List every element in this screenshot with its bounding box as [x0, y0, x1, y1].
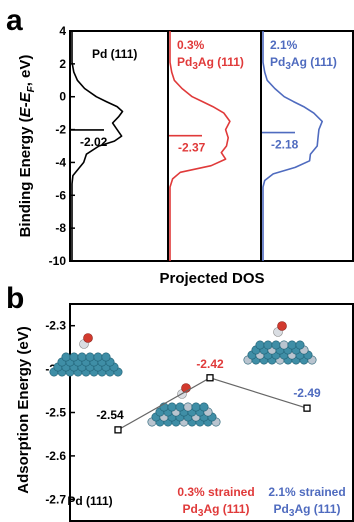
slab-atom: [263, 340, 273, 350]
category-label-line2-3: Pd3Ag (111): [274, 502, 341, 519]
slab-atom: [199, 402, 209, 412]
slab-atom: [295, 340, 305, 350]
panel-a-y-axis-label: Binding Energy (E-EF, eV): [17, 55, 37, 238]
panel-a-y-tick-label: -2: [55, 123, 66, 137]
panel-a-y-tick-label: -10: [49, 254, 67, 268]
panel-a-y-tick-label: 2: [59, 57, 66, 71]
panel-b: -2.3-2.4-2.5-2.6-2.7 Adsorption Energy (…: [15, 303, 354, 522]
adsorption-energy-label-3: -2.49: [293, 386, 321, 400]
slab-atom: [61, 352, 71, 362]
panel-a-x-axis-label: Projected DOS: [159, 270, 264, 287]
adsorption-energy-point-3: [303, 404, 311, 412]
slab-atom: [69, 352, 79, 362]
dos-curve-3: [262, 31, 323, 261]
strained-03-structure-image: [147, 383, 221, 427]
category-label-1: Pd (111): [67, 494, 112, 508]
panel-b-y-axis-label: Adsorption Energy (eV): [15, 326, 32, 494]
adsorption-energy-point-1: [114, 426, 122, 434]
slab-atom: [287, 340, 297, 350]
panel-b-y-tick-label: -2.3: [45, 319, 66, 333]
dos-curve-2: [169, 31, 231, 261]
panel-a-y-axis: 4 2 0 -2 -4 -6 -8 -10: [49, 24, 75, 268]
panel-a: 4 2 0 -2 -4 -6 -8 -10 -2.02 -2.37 -2.18 Pd (111) 0…: [17, 24, 354, 287]
panel-a-y-tick-label: 0: [59, 90, 66, 104]
panel-a-y-tick-label: 4: [59, 24, 66, 38]
pd111-structure-image: [49, 333, 123, 377]
slab-atom: [279, 340, 289, 350]
panel-a-panel-labels: Pd (111) 0.3% Pd3Ag (111) 2.1% Pd3Ag (111): [92, 38, 337, 72]
panel-b-energy-line: -2.54 -2.42 -2.49: [96, 357, 321, 434]
dos-panel-label-line2-3: Pd3Ag (111): [270, 55, 337, 72]
adsorption-energy-label-1: -2.54: [96, 408, 124, 422]
slab-atom: [77, 352, 87, 362]
slab-atom: [101, 352, 111, 362]
panel-b-category-labels: Pd (111) 0.3% strained Pd3Ag (111) 2.1% str…: [67, 485, 345, 519]
slab-atom: [191, 402, 201, 412]
adsorbate-oxygen-atom: [83, 333, 93, 343]
slab-atom: [183, 402, 193, 412]
slab-atom: [175, 402, 185, 412]
category-label-line1-2: 0.3% strained: [177, 485, 254, 499]
panel-a-dos-curves: -2.02 -2.37 -2.18: [71, 31, 323, 261]
dos-panel-label-line1-3: 2.1%: [270, 38, 298, 52]
adsorbate-oxygen-atom: [277, 321, 287, 331]
panel-b-y-tick-label: -2.7: [45, 492, 66, 506]
dos-curve-1: [71, 31, 124, 261]
dos-panel-label-line2-2: Pd3Ag (111): [177, 55, 244, 72]
panel-letter-b: b: [6, 282, 24, 315]
d-band-center-label-2: -2.37: [178, 141, 206, 155]
slab-atom: [93, 352, 103, 362]
adsorption-energy-point-2: [206, 374, 214, 382]
panel-b-y-tick-label: -2.6: [45, 449, 66, 463]
strained-21-structure-image: [243, 321, 317, 365]
slab-atom: [85, 352, 95, 362]
d-band-center-label-3: -2.18: [271, 138, 299, 152]
category-label-line1-3: 2.1% strained: [268, 485, 345, 499]
panel-a-y-tick-label: -8: [55, 221, 66, 235]
slab-atom: [271, 340, 281, 350]
adsorption-energy-label-2: -2.42: [196, 357, 224, 371]
panel-letter-a: a: [6, 4, 23, 37]
panel-b-y-tick-label: -2.5: [45, 406, 66, 420]
slab-atom: [255, 340, 265, 350]
dos-panel-label-line1-2: 0.3%: [177, 38, 205, 52]
slab-atom: [167, 402, 177, 412]
d-band-center-label-1: -2.02: [80, 135, 108, 149]
panel-a-y-tick-label: -6: [55, 188, 66, 202]
dos-panel-label-1: Pd (111): [92, 47, 137, 61]
category-label-line2-2: Pd3Ag (111): [183, 502, 250, 519]
panel-a-frame: [69, 30, 354, 262]
panel-a-y-tick-label: -4: [55, 155, 66, 169]
